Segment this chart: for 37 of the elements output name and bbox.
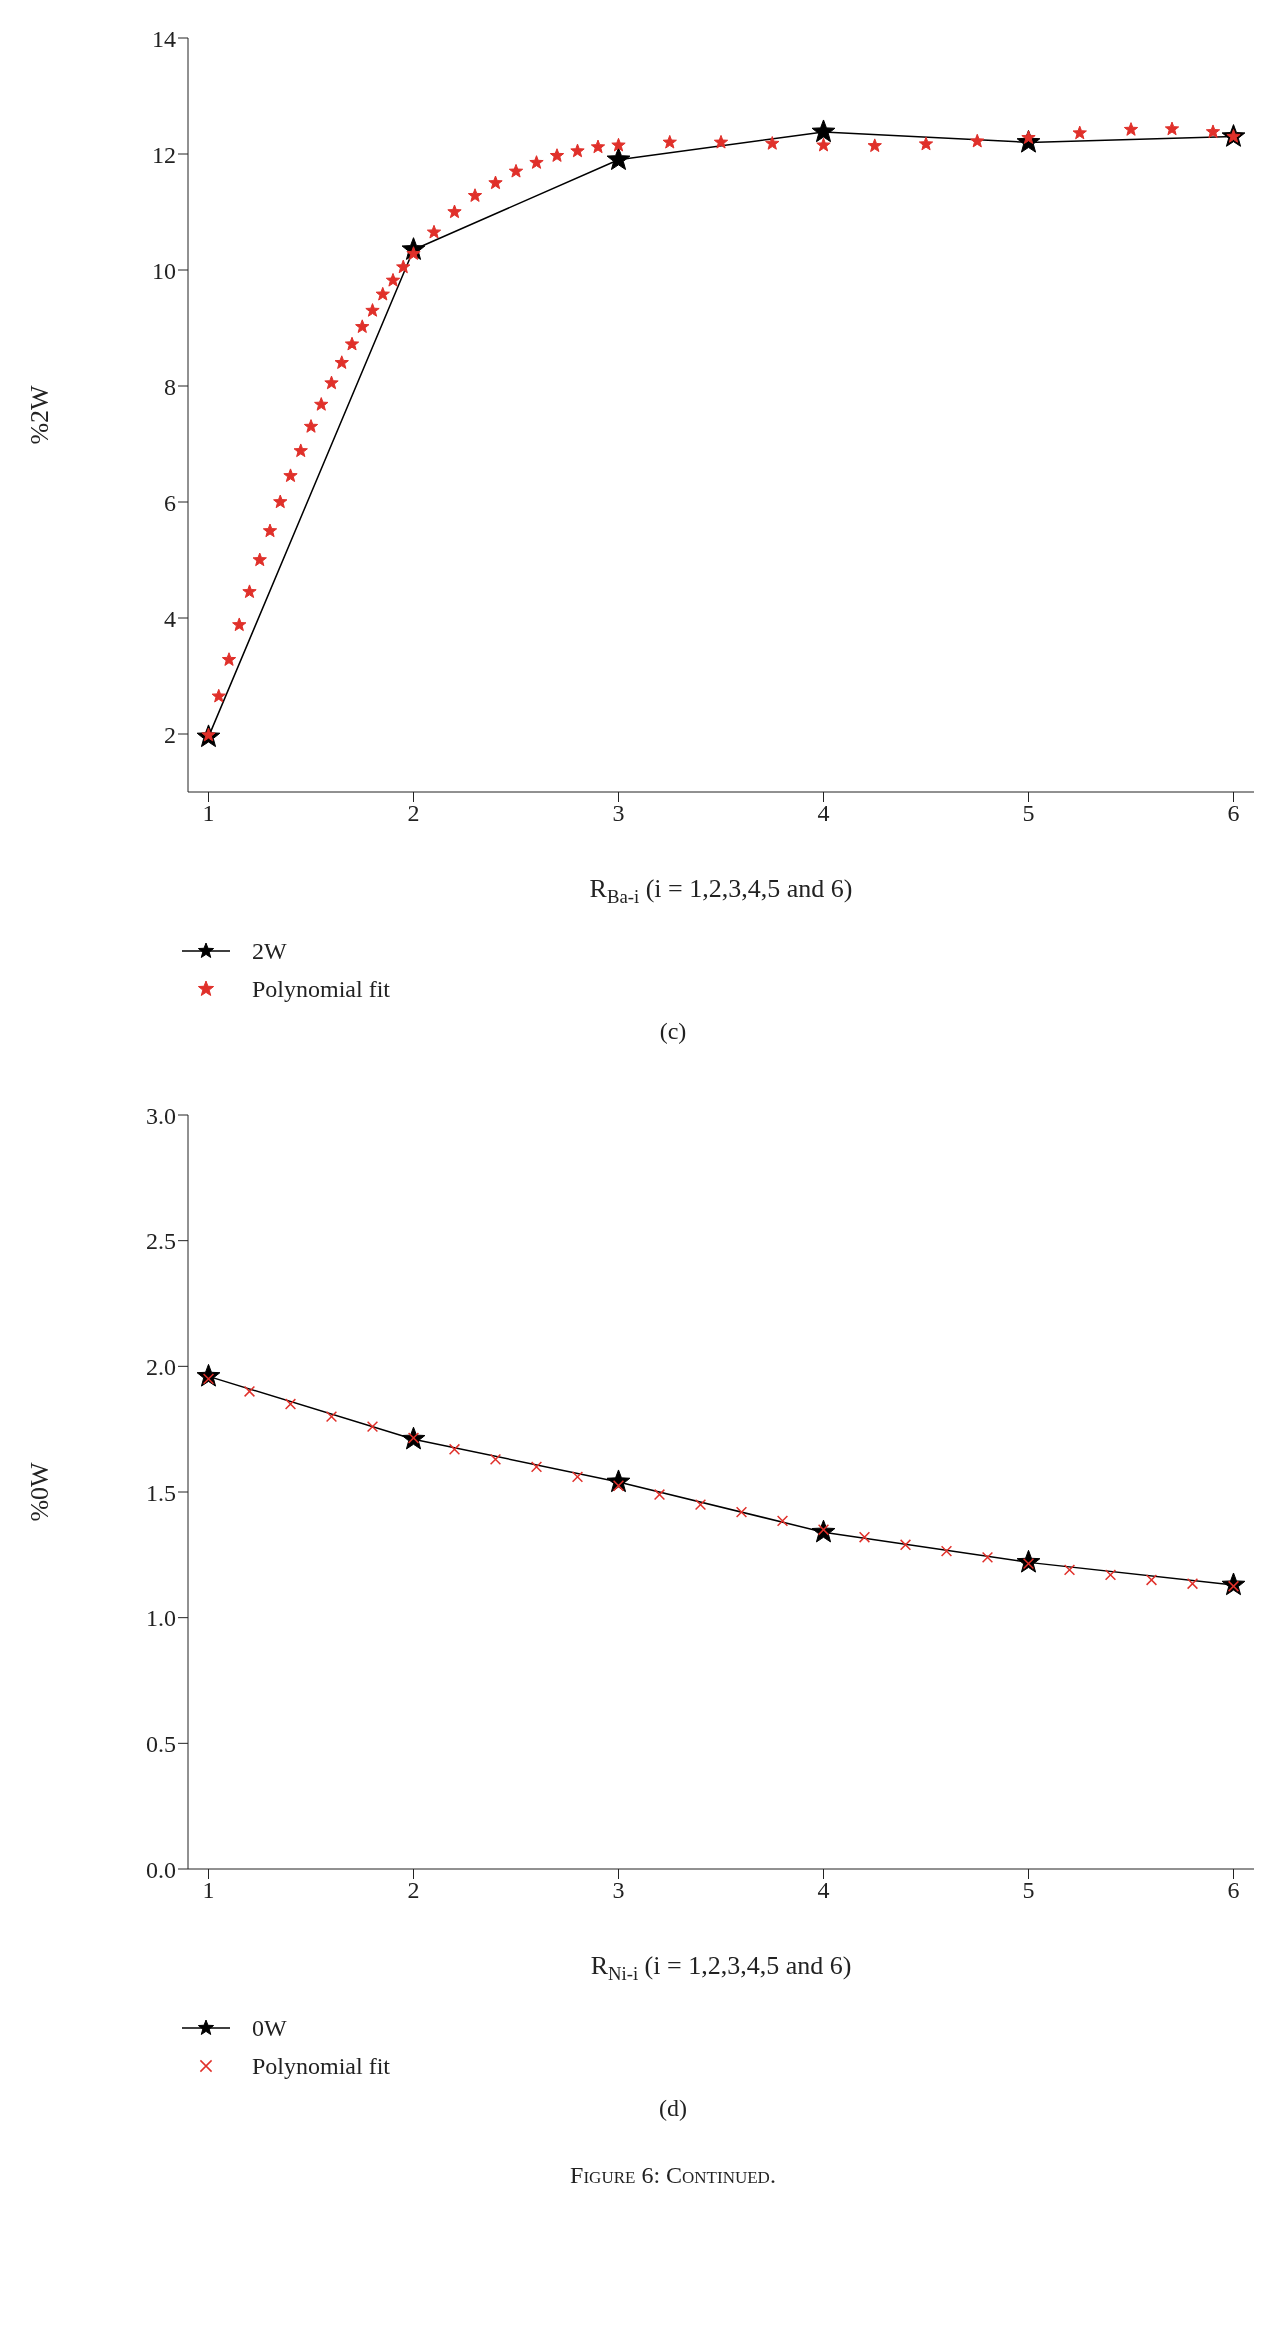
y-tick-label: 0.5	[146, 1730, 176, 1757]
legend-label: 2W	[252, 937, 287, 965]
x-tick-label: 1	[202, 1877, 215, 1904]
legend-label: Polynomial fit	[252, 2052, 390, 2080]
y-tick-label: 2.5	[146, 1228, 176, 1255]
x-tick-label: 5	[1022, 1877, 1035, 1904]
x-axis-title: R$_{Ni-i}$ (i = 1,2,3,4,5 and 6)	[590, 1951, 852, 1984]
x-tick-label: 6	[1227, 800, 1240, 827]
x-axis-title: R$_{Ba-i}$ (i = 1,2,3,4,5 and 6)	[589, 874, 853, 907]
x-tick-label: 3	[612, 800, 625, 827]
legend-label: 0W	[252, 2014, 287, 2042]
y-tick-label: 1.0	[146, 1605, 176, 1632]
y-tick-label: 2	[164, 721, 176, 748]
y-tick-label: 1.5	[146, 1479, 176, 1506]
x-tick-label: 2	[407, 1877, 420, 1904]
legend-label: Polynomial fit	[252, 975, 390, 1003]
y-tick-label: 14	[152, 25, 176, 52]
x-tick-label: 4	[817, 800, 830, 827]
x-tick-label: 5	[1022, 800, 1035, 827]
y-tick-label: 3.0	[146, 1102, 176, 1129]
y-axis-title: %0W	[25, 1461, 54, 1522]
y-tick-label: 12	[152, 141, 176, 168]
x-tick-label: 2	[407, 800, 420, 827]
x-tick-label: 6	[1227, 1877, 1240, 1904]
y-tick-label: 6	[164, 489, 176, 516]
y-tick-label: 0.0	[146, 1856, 176, 1883]
y-tick-label: 4	[164, 605, 176, 632]
text: (c)	[658, 1018, 688, 1045]
x-tick-label: 3	[612, 1877, 625, 1904]
y-tick-label: 2.0	[146, 1353, 176, 1380]
caption: Figure 6: Continued.	[569, 2162, 777, 2189]
y-axis-title: %2W	[25, 384, 54, 445]
x-tick-label: 4	[817, 1877, 830, 1904]
y-tick-label: 8	[164, 373, 176, 400]
text: (d)	[658, 2095, 688, 2122]
x-tick-label: 1	[202, 800, 215, 827]
y-tick-label: 10	[152, 257, 176, 284]
